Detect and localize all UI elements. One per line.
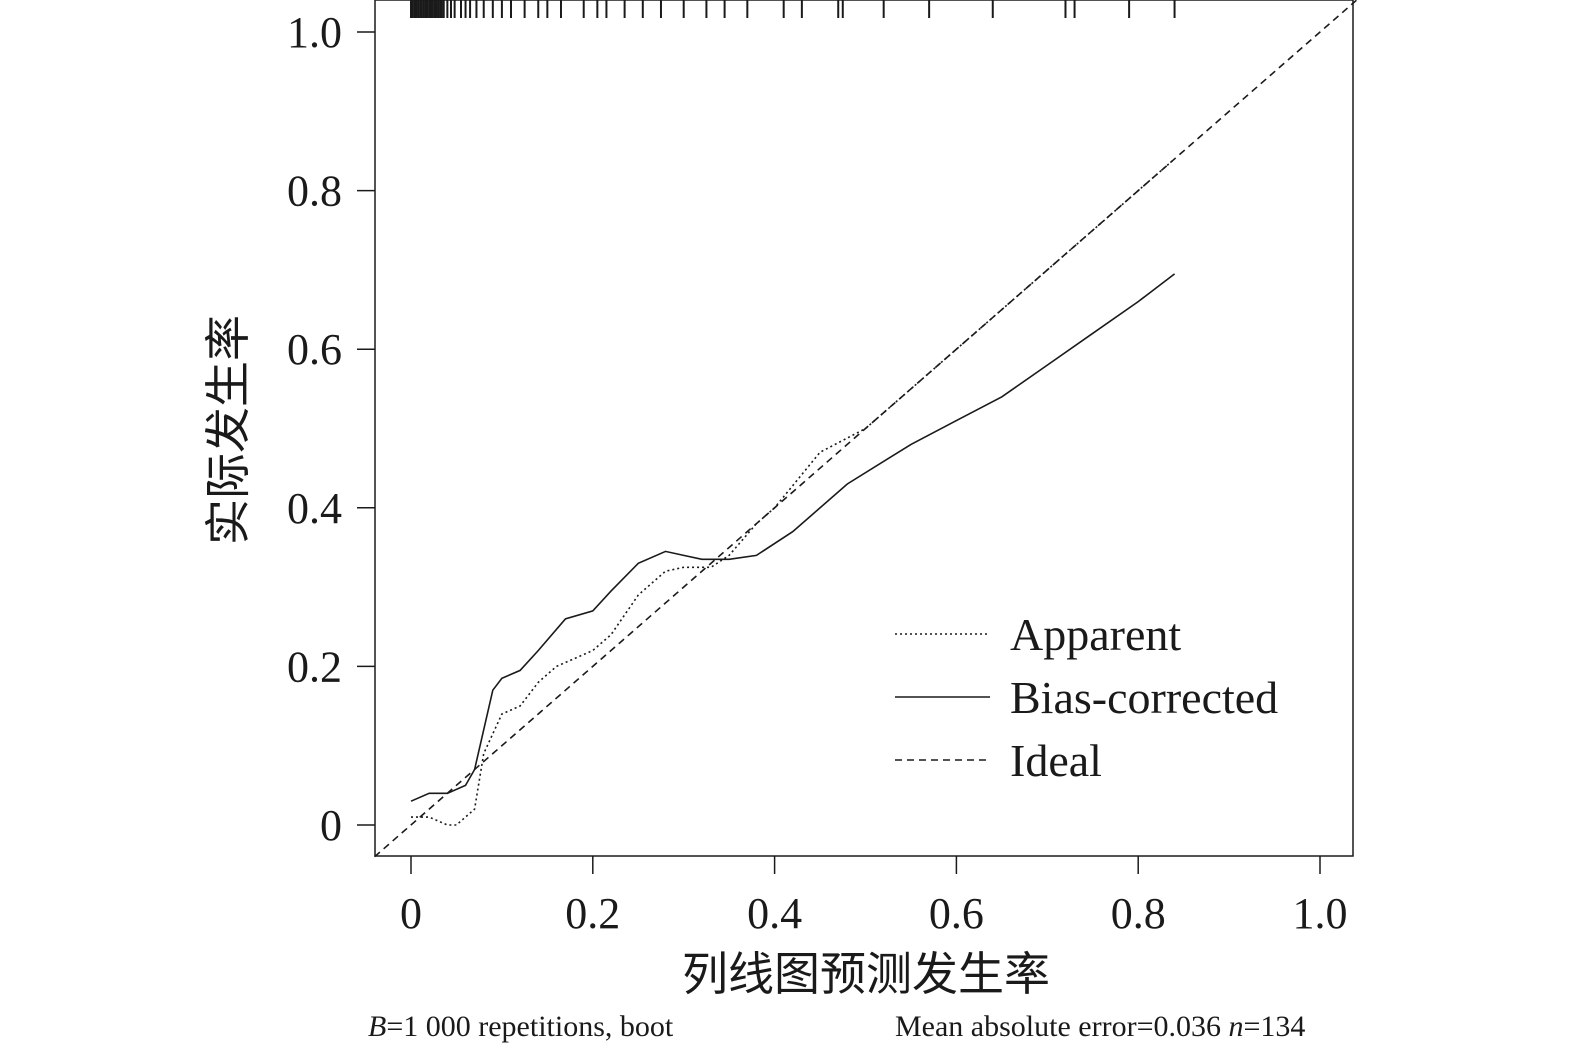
y-axis: 0 0.2 0.4 0.6 0.8 1.0 (287, 8, 375, 850)
x-tick-label: 0.8 (1111, 889, 1166, 938)
x-tick-label: 0.6 (929, 889, 984, 938)
footer-right-text: Mean absolute error=0.036 (895, 1010, 1229, 1043)
legend-label-ideal: Ideal (1010, 735, 1102, 786)
y-axis-title: 实际发生率 (201, 315, 255, 545)
footer-bootstrap-note: B=1 000 repetitions, boot (368, 1010, 673, 1044)
footer-b-symbol: B (368, 1010, 387, 1043)
series-lines (374, 0, 1357, 858)
y-tick-label: 0.4 (287, 484, 342, 533)
series-line-ideal (374, 0, 1357, 858)
y-tick-label: 0.2 (287, 642, 342, 691)
x-tick-label: 0.2 (565, 889, 620, 938)
series-line-bias-corrected (410, 273, 1176, 802)
x-tick-label: 0 (400, 889, 422, 938)
footer-right-text2: =134 (1243, 1010, 1306, 1043)
y-tick-label: 0.6 (287, 325, 342, 374)
y-tick-label: 0 (320, 801, 342, 850)
x-axis: 0 0.2 0.4 0.6 0.8 1.0 (400, 856, 1348, 938)
plot-frame (374, 0, 1354, 857)
footer-left-text: =1 000 repetitions, boot (386, 1010, 674, 1043)
x-tick-label: 0.4 (747, 889, 802, 938)
footer-error-note: Mean absolute error=0.036 n=134 (895, 1010, 1305, 1044)
x-tick-label: 1.0 (1293, 889, 1348, 938)
footer-n-symbol: n (1228, 1010, 1244, 1043)
legend-label-bias-corrected: Bias-corrected (1010, 672, 1278, 723)
x-axis-title: 列线图预测发生率 (682, 947, 1050, 1000)
legend-label-apparent: Apparent (1010, 609, 1181, 660)
y-tick-label: 1.0 (287, 8, 342, 57)
calibration-chart: 0 0.2 0.4 0.6 0.8 1.0 0 0.2 0.4 0.6 0.8 1.0 列线图预测发… (201, 0, 1357, 1000)
rug-marks (410, 0, 1176, 18)
y-tick-label: 0.8 (287, 167, 342, 216)
legend: Apparent Bias-corrected Ideal (895, 609, 1278, 786)
